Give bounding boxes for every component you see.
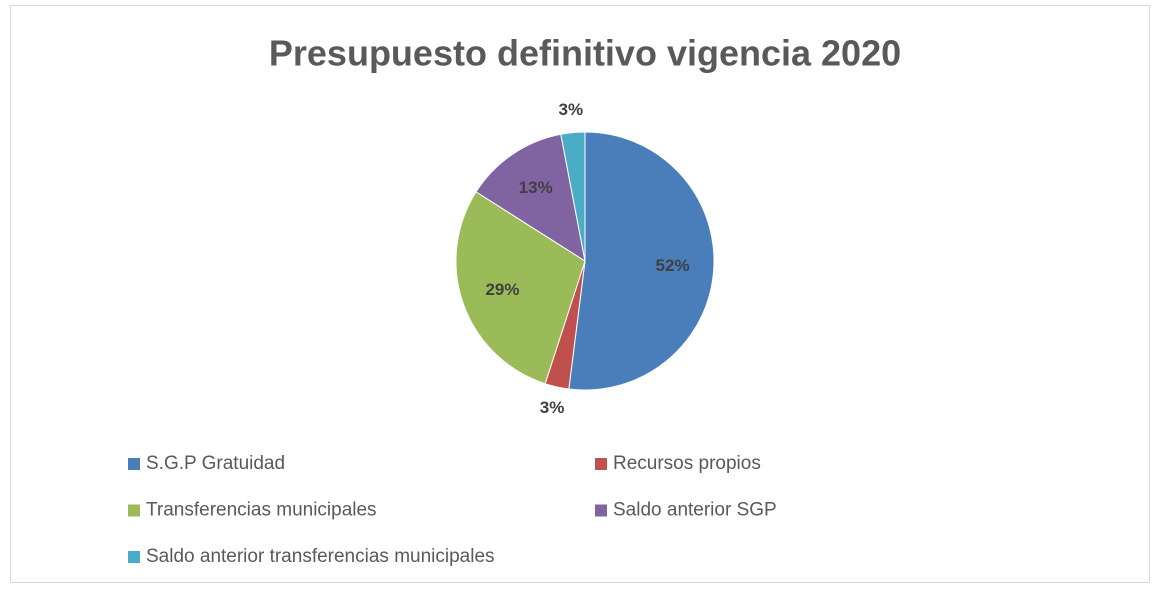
- legend-swatch: [128, 551, 140, 563]
- legend-label: S.G.P Gratuidad: [146, 453, 285, 474]
- data-label: 52%: [656, 256, 690, 275]
- data-label: 3%: [540, 398, 565, 417]
- legend-swatch: [595, 458, 607, 470]
- legend-swatch: [128, 458, 140, 470]
- pie-slice: [560, 131, 586, 262]
- pie-slice: [568, 131, 715, 391]
- legend-label: Saldo anterior SGP: [613, 500, 777, 521]
- legend-label: Transferencias municipales: [146, 500, 377, 521]
- legend-swatch: [128, 504, 140, 517]
- data-label: 29%: [485, 280, 519, 299]
- legend-label: Saldo anterior transferencias municipale…: [146, 546, 495, 567]
- pie-slice: [455, 191, 586, 385]
- legend-swatch: [595, 504, 607, 517]
- chart-title: Presupuesto definitivo vigencia 2020: [269, 33, 901, 74]
- legend-label: Recursos propios: [613, 453, 761, 474]
- data-label: 3%: [559, 100, 584, 119]
- data-label: 13%: [519, 178, 553, 197]
- pie-slice: [475, 133, 586, 263]
